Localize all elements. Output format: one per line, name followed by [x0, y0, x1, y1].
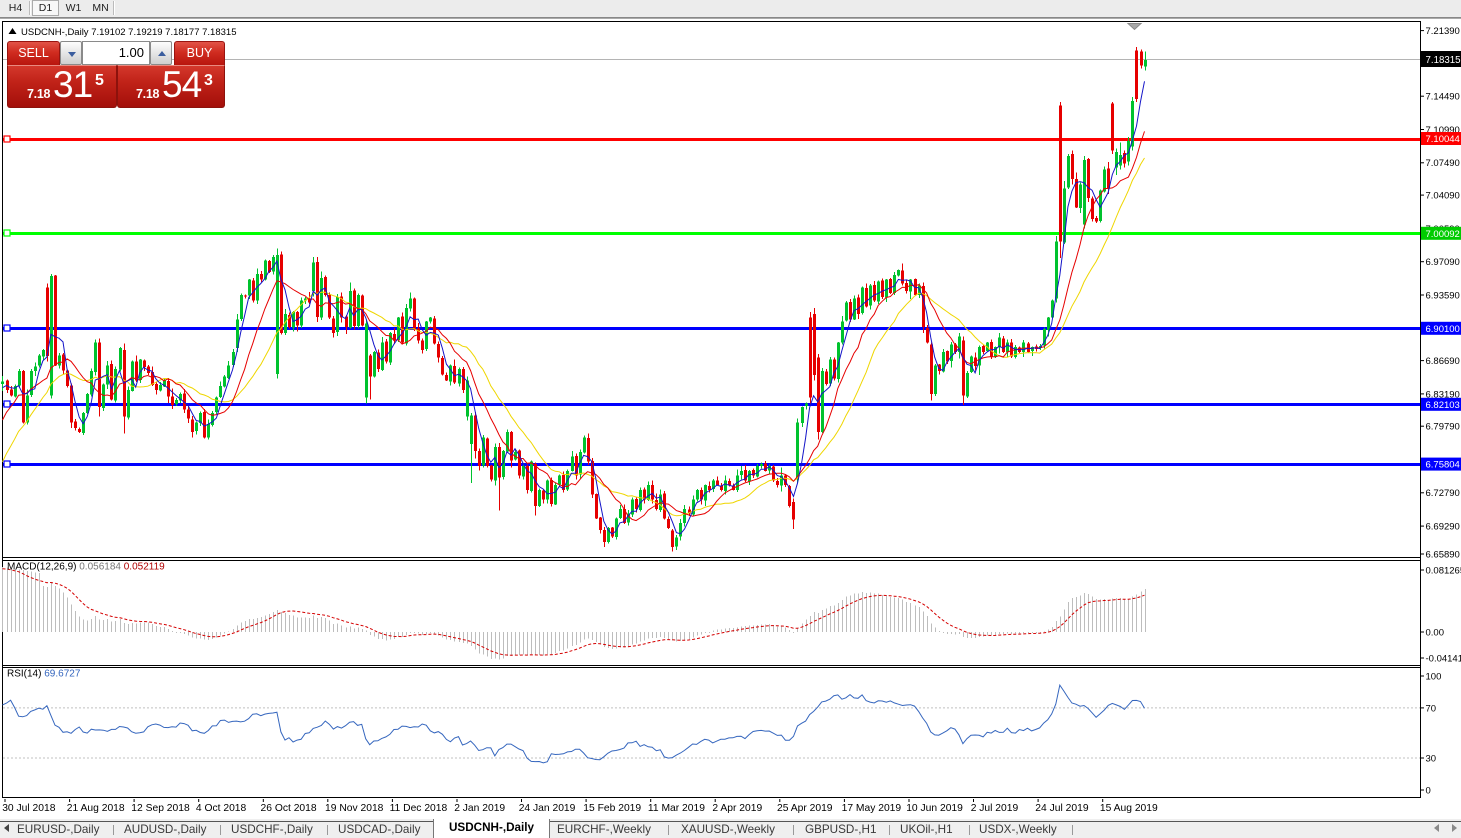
svg-text:70: 70 [1426, 703, 1437, 714]
svg-text:MACD(12,26,9) 0.056184 0.05211: MACD(12,26,9) 0.056184 0.052119 [7, 562, 165, 573]
svg-text:2 Apr 2019: 2 Apr 2019 [712, 803, 762, 814]
svg-text:6.72790: 6.72790 [1426, 488, 1460, 499]
svg-text:4 Oct 2018: 4 Oct 2018 [196, 803, 247, 814]
svg-text:7.10044: 7.10044 [1426, 134, 1460, 145]
svg-text:15 Feb 2019: 15 Feb 2019 [583, 803, 641, 814]
svg-text:6.93590: 6.93590 [1426, 290, 1460, 301]
svg-text:6.69290: 6.69290 [1426, 522, 1460, 533]
svg-text:RSI(14) 69.6727: RSI(14) 69.6727 [7, 669, 81, 680]
svg-text:30: 30 [1426, 753, 1437, 764]
svg-text:0: 0 [1426, 785, 1431, 796]
svg-text:2 Jan 2019: 2 Jan 2019 [454, 803, 505, 814]
svg-text:10 Jun 2019: 10 Jun 2019 [906, 803, 963, 814]
svg-text:17 May 2019: 17 May 2019 [842, 803, 902, 814]
svg-text:6.90100: 6.90100 [1426, 324, 1460, 335]
svg-text:7.00092: 7.00092 [1426, 229, 1460, 240]
svg-text:100: 100 [1426, 671, 1442, 682]
svg-text:2 Jul 2019: 2 Jul 2019 [971, 803, 1019, 814]
svg-text:30 Jul 2018: 30 Jul 2018 [2, 803, 56, 814]
svg-text:12 Sep 2018: 12 Sep 2018 [131, 803, 190, 814]
svg-text:6.97090: 6.97090 [1426, 257, 1460, 268]
svg-text:11 Dec 2018: 11 Dec 2018 [390, 803, 448, 814]
svg-text:7.18315: 7.18315 [1426, 55, 1461, 66]
svg-text:24 Jul 2019: 24 Jul 2019 [1035, 803, 1089, 814]
svg-text:0.00: 0.00 [1426, 627, 1445, 638]
svg-text:USDCNH-,Daily 7.19102 7.19219: USDCNH-,Daily 7.19102 7.19219 7.18177 7.… [21, 27, 236, 38]
svg-text:11 Mar 2019: 11 Mar 2019 [648, 803, 705, 814]
svg-text:7.14490: 7.14490 [1426, 92, 1460, 103]
svg-text:6.83190: 6.83190 [1426, 389, 1460, 400]
svg-text:0.081265: 0.081265 [1426, 565, 1461, 576]
svg-text:6.79790: 6.79790 [1426, 422, 1460, 433]
svg-text:6.75804: 6.75804 [1426, 460, 1460, 471]
svg-text:6.65890: 6.65890 [1426, 549, 1460, 560]
svg-text:26 Oct 2018: 26 Oct 2018 [261, 803, 317, 814]
svg-text:15 Aug 2019: 15 Aug 2019 [1100, 803, 1158, 814]
svg-text:6.82103: 6.82103 [1426, 400, 1460, 411]
svg-text:24 Jan 2019: 24 Jan 2019 [519, 803, 576, 814]
svg-text:21 Aug 2018: 21 Aug 2018 [67, 803, 125, 814]
svg-text:6.86690: 6.86690 [1426, 356, 1460, 367]
svg-text:19 Nov 2018: 19 Nov 2018 [325, 803, 384, 814]
svg-text:-0.041412: -0.041412 [1426, 653, 1461, 664]
svg-text:25 Apr 2019: 25 Apr 2019 [777, 803, 833, 814]
svg-text:7.10990: 7.10990 [1426, 125, 1460, 136]
svg-text:7.07490: 7.07490 [1426, 158, 1460, 169]
svg-text:7.21390: 7.21390 [1426, 26, 1460, 37]
svg-text:7.04090: 7.04090 [1426, 191, 1460, 202]
